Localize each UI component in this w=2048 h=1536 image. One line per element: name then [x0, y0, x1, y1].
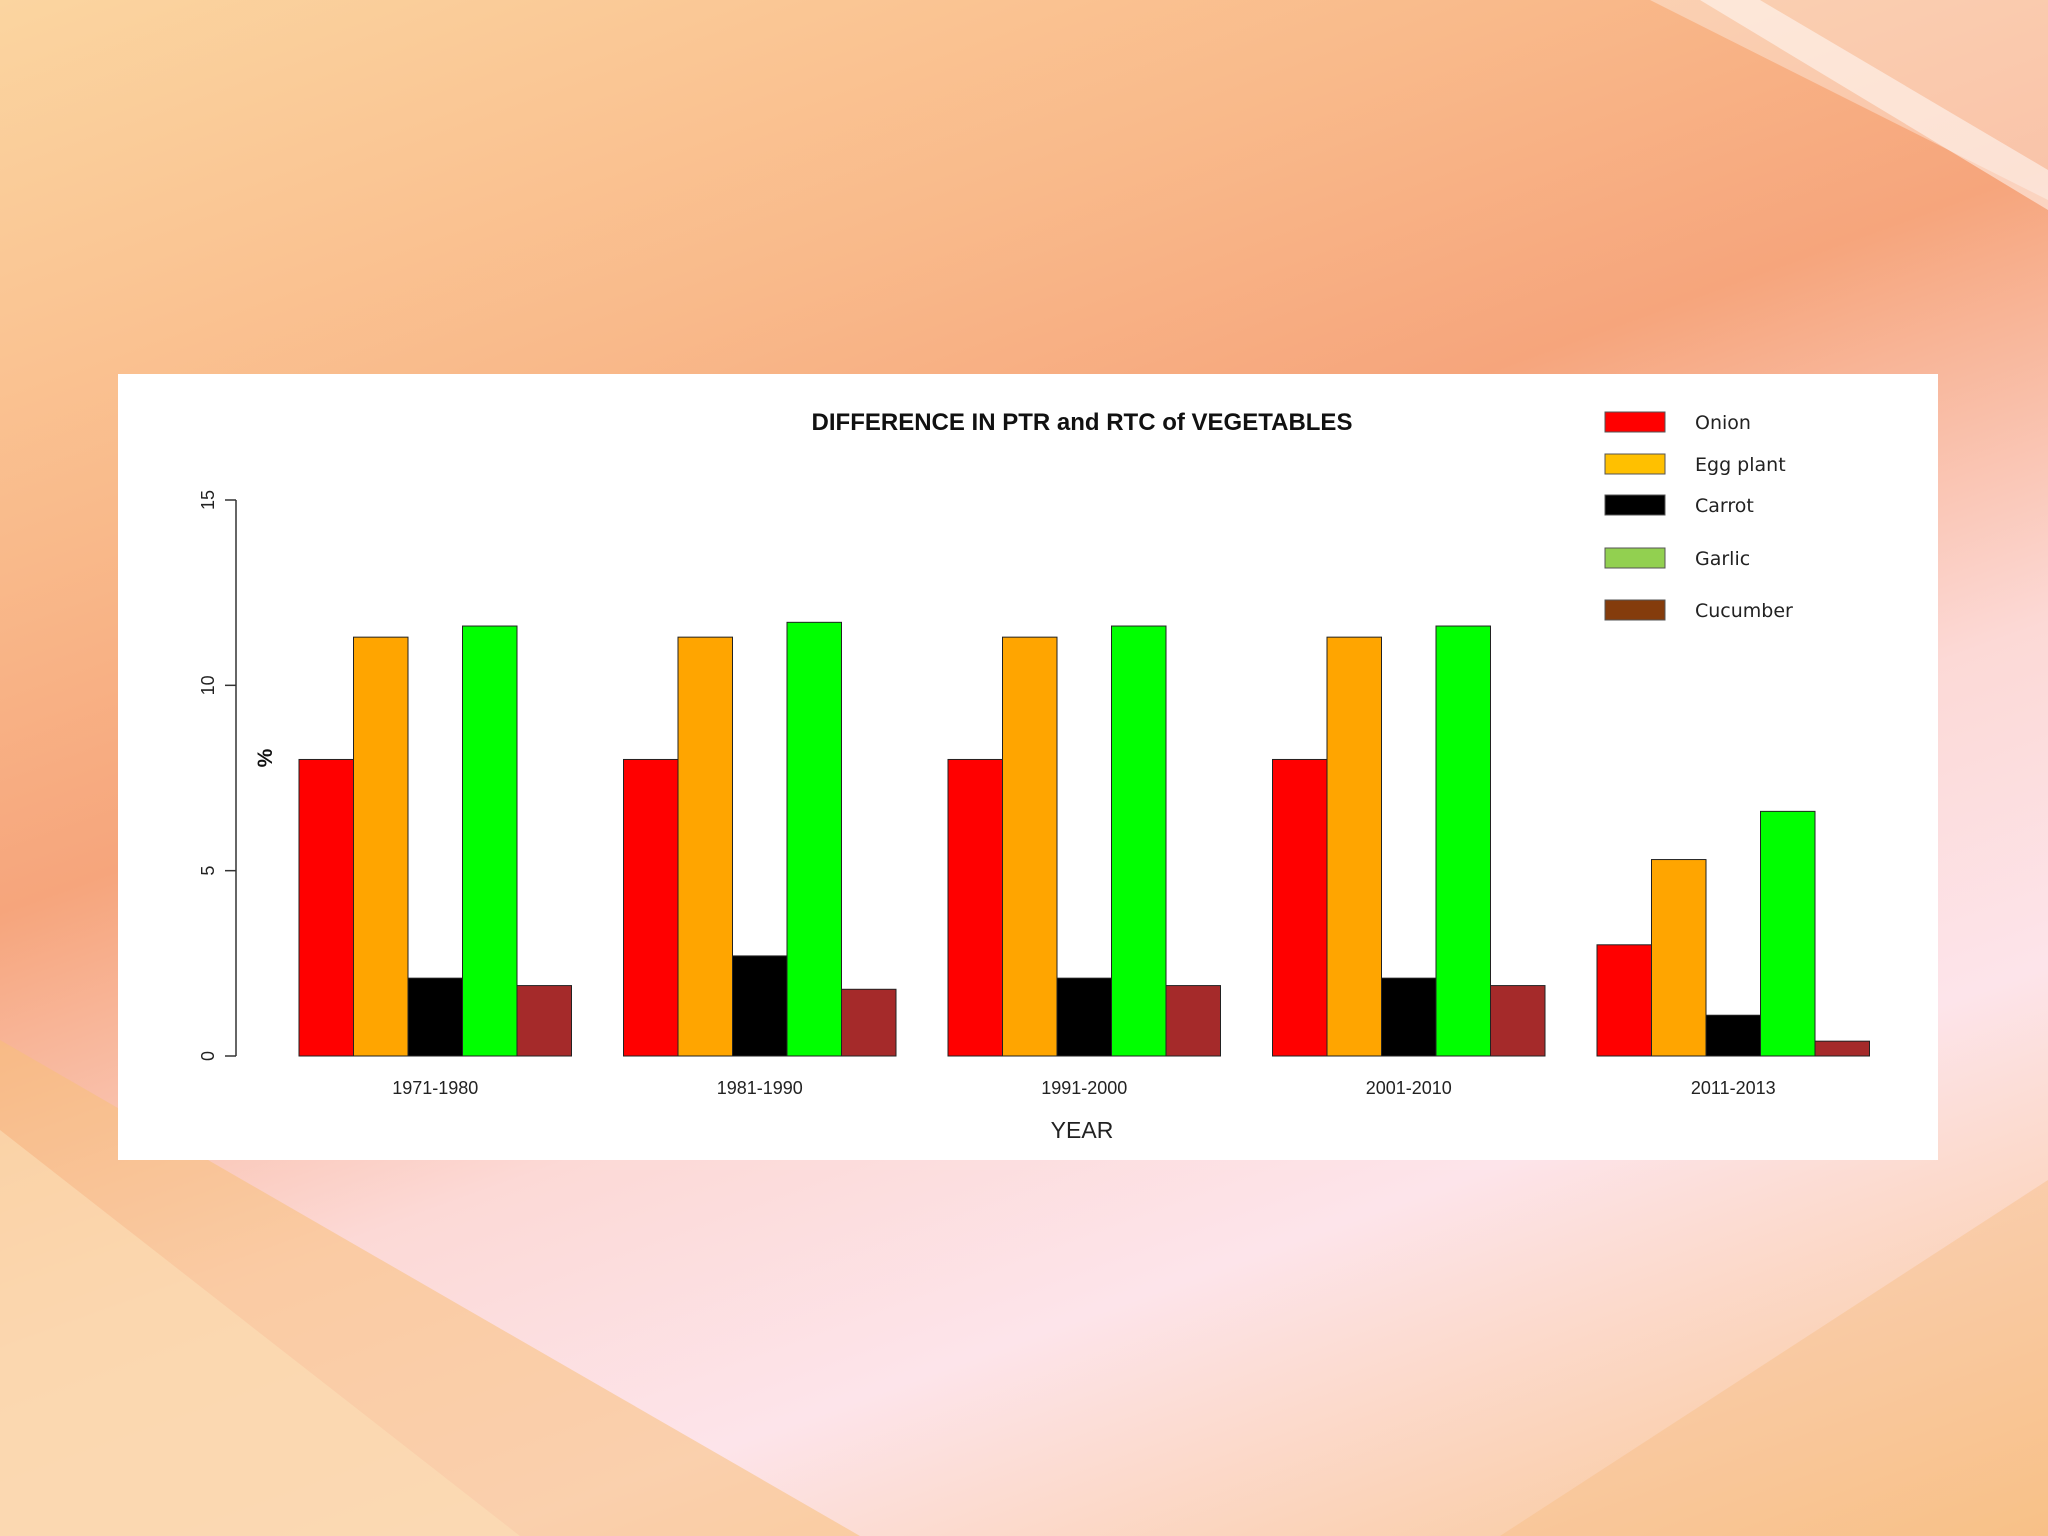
bar-egg-plant-1981-1990: [677, 636, 733, 1057]
bar-egg-plant-2011-2013: [1651, 859, 1707, 1057]
bar-chart: DIFFERENCE IN PTR and RTC of VEGETABLES …: [198, 409, 1870, 1143]
x-tick-label: 1971-1980: [392, 1078, 478, 1098]
bar-garlic-1971-1980: [462, 625, 518, 1057]
x-axis-ticks: 1971-1980 1981-1990 1991-2000 2001-2010 2011…: [392, 1078, 1775, 1098]
bar-egg-plant-1971-1980: [353, 636, 409, 1057]
bar-onion-1971-1980: [298, 758, 354, 1057]
bar-cucumber-2011-2013: [1814, 1040, 1870, 1057]
legend-label: Carrot: [1695, 495, 1754, 517]
bar-carrot-2001-2010: [1381, 977, 1437, 1057]
y-tick-label: 10: [198, 675, 218, 695]
bar-egg-plant-2001-2010: [1326, 636, 1382, 1057]
bar-cucumber-1981-1990: [841, 988, 897, 1057]
y-axis: 0 5 10 15: [198, 490, 237, 1061]
bar-carrot-1981-1990: [732, 955, 788, 1057]
bar-onion-2001-2010: [1272, 758, 1328, 1057]
bar-cucumber-1971-1980: [516, 985, 572, 1057]
x-tick-label: 2011-2013: [1691, 1078, 1776, 1098]
legend-label: Egg plant: [1695, 454, 1786, 476]
bar-garlic-1981-1990: [786, 621, 842, 1057]
y-axis-label: %: [254, 748, 277, 767]
chart-panel: DIFFERENCE IN PTR and RTC of VEGETABLES …: [118, 374, 1938, 1160]
bar-garlic-1991-2000: [1111, 625, 1167, 1057]
y-tick-label: 15: [198, 490, 218, 510]
bar-onion-2011-2013: [1596, 944, 1652, 1057]
bar-cucumber-2001-2010: [1490, 985, 1546, 1057]
x-tick-label: 1981-1990: [717, 1078, 803, 1098]
bar-cucumber-1991-2000: [1165, 985, 1221, 1057]
legend: Onion Egg plant Carrot Garlic Cucumber: [1604, 411, 1793, 622]
legend-swatch-garlic: [1604, 547, 1666, 569]
bar-garlic-2011-2013: [1760, 810, 1816, 1057]
chart-title: DIFFERENCE IN PTR and RTC of VEGETABLES: [812, 409, 1353, 436]
legend-swatch-cucumber: [1604, 599, 1666, 621]
x-axis-label: YEAR: [1051, 1117, 1114, 1143]
bar-onion-1981-1990: [623, 758, 679, 1057]
legend-label: Onion: [1695, 412, 1751, 434]
bar-carrot-1991-2000: [1056, 977, 1112, 1057]
bar-garlic-2001-2010: [1435, 625, 1491, 1057]
bar-onion-1991-2000: [947, 758, 1003, 1057]
legend-swatch-carrot: [1604, 494, 1666, 516]
y-tick-label: 5: [198, 866, 218, 876]
legend-label: Cucumber: [1695, 600, 1793, 622]
bar-carrot-2011-2013: [1705, 1014, 1761, 1057]
legend-swatch-egg-plant: [1604, 453, 1666, 475]
bars: [298, 621, 1870, 1057]
bar-egg-plant-1991-2000: [1002, 636, 1058, 1057]
legend-label: Garlic: [1695, 548, 1750, 570]
x-tick-label: 1991-2000: [1041, 1078, 1127, 1098]
x-tick-label: 2001-2010: [1366, 1078, 1452, 1098]
legend-swatch-onion: [1604, 411, 1666, 433]
y-tick-label: 0: [198, 1051, 218, 1061]
bar-carrot-1971-1980: [407, 977, 463, 1057]
